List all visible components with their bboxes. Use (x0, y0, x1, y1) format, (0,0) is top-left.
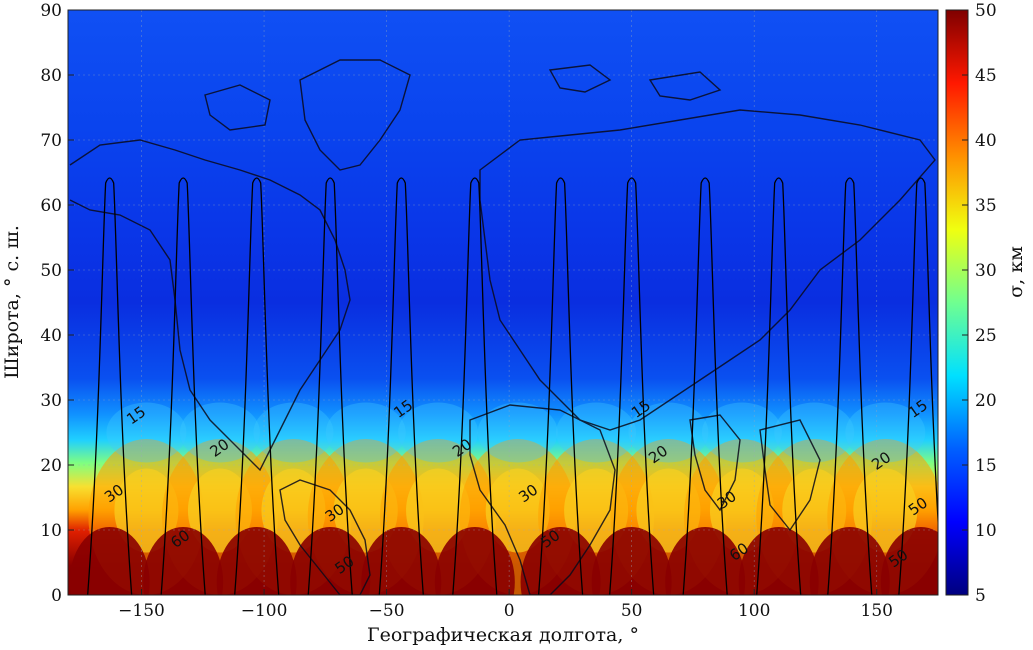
colorbar-tick-label: 50 (975, 1, 997, 21)
colorbar-tick-label: 20 (975, 391, 997, 411)
heatmap-core-lobe (361, 527, 442, 595)
heatmap-core-lobe (216, 527, 297, 595)
y-tick-label: 40 (40, 326, 62, 346)
y-tick-label: 10 (40, 521, 62, 541)
colorbar-label: σ, км (1005, 246, 1027, 298)
colorbar-tick-label: 15 (975, 456, 997, 476)
x-tick-label: 100 (738, 601, 770, 621)
x-tick-label: 50 (621, 601, 643, 621)
orbit-ground-track (756, 177, 802, 595)
orbit-ground-track (378, 177, 424, 595)
x-axis-label: Географическая долгота, ° (367, 624, 639, 646)
heatmap-core-lobe (69, 527, 150, 595)
colorbar-tick-label: 5 (975, 586, 986, 606)
heatmap-cyan-lobe (253, 402, 334, 463)
y-axis-ticks: 0 10 20 30 40 50 60 70 80 90 (40, 1, 74, 606)
y-tick-label: 70 (40, 131, 62, 151)
orbit-ground-track (452, 177, 498, 595)
y-tick-label: 0 (51, 586, 62, 606)
orbit-ground-tracks (87, 177, 938, 595)
coastline-greenland (299, 59, 411, 171)
x-tick-label: −150 (118, 601, 165, 621)
coastline-north-america (69, 139, 351, 472)
heatmap-core-lobe (665, 527, 746, 595)
y-tick-label: 80 (40, 66, 62, 86)
heatmap-cyan-lobe (106, 402, 187, 463)
heatmap-cyan-lobe (556, 402, 637, 463)
orbit-ground-track (87, 177, 133, 595)
heatmap-cyan-lobe (628, 402, 709, 463)
coastline-south-america (279, 479, 371, 595)
heatmap-core-lobe (290, 527, 371, 595)
orbit-ground-track (234, 177, 280, 595)
orbit-ground-track (827, 177, 873, 595)
heatmap-cyan-lobe (398, 402, 479, 463)
orbit-ground-track (537, 177, 584, 595)
heatmap-cyan-lobe (477, 402, 558, 463)
orbit-ground-track (682, 177, 728, 595)
x-axis-ticks: −150 −100 −50 0 50 100 150 (118, 589, 893, 621)
colorbar-tick-label: 35 (975, 196, 997, 216)
y-tick-label: 30 (40, 391, 62, 411)
heatmap-core-lobe (520, 527, 601, 595)
coastline-southeast-asia (759, 419, 821, 532)
y-tick-label: 20 (40, 456, 62, 476)
heatmap-core-lobe (434, 527, 515, 595)
coastline-indian-subcontinent (689, 414, 741, 512)
heatmap-lobes (69, 402, 938, 595)
heatmap-core-lobe (738, 527, 819, 595)
orbit-ground-track (609, 177, 655, 595)
orbit-ground-track (307, 177, 353, 595)
heatmap-yellow-lobe (406, 468, 471, 553)
heatmap-yellow-lobe (636, 468, 701, 553)
orbit-ground-track (898, 177, 938, 595)
y-tick-label: 90 (40, 1, 62, 21)
heatmap-cyan-lobe (701, 402, 782, 463)
y-axis-label: Широта, ° с. ш. (1, 225, 23, 379)
colorbar-tick-label: 40 (975, 131, 997, 151)
heatmap-yellow-lobe (485, 468, 550, 553)
heatmap-core-lobe (880, 527, 938, 595)
heatmap-yellow-lobe (187, 468, 252, 553)
orbit-ground-track (160, 177, 206, 595)
x-tick-label: −50 (369, 601, 405, 621)
heatmap-cyan-lobe (325, 402, 406, 463)
y-tick-label: 60 (40, 196, 62, 216)
x-tick-label: 0 (504, 601, 515, 621)
colorbar-tick-label: 10 (975, 521, 997, 541)
colorbar-tick-label: 45 (975, 66, 997, 86)
heatmap-cyan-lobe (845, 402, 926, 463)
grid (68, 10, 938, 595)
colorbar (945, 9, 969, 596)
heatmap-cyan-lobe (179, 402, 260, 463)
heatmap-yellow-lobe (114, 468, 179, 553)
heatmap-yellow-lobe (853, 468, 918, 553)
plot-frame (67, 9, 939, 596)
heatmap-cyan-lobe (774, 402, 855, 463)
heatmap-core-lobe (143, 527, 224, 595)
y-tick-label: 50 (40, 261, 62, 281)
x-tick-label: 150 (861, 601, 893, 621)
colorbar-tick-label: 30 (975, 261, 997, 281)
x-tick-label: −100 (241, 601, 288, 621)
heatmap-core-lobe (809, 527, 890, 595)
coastline-europe-asia (479, 109, 936, 431)
colorbar-ticks: 5 10 15 20 25 30 35 40 45 50 (962, 1, 997, 606)
coastline-arctic-islands (204, 64, 722, 131)
colorbar-tick-label: 25 (975, 326, 997, 346)
